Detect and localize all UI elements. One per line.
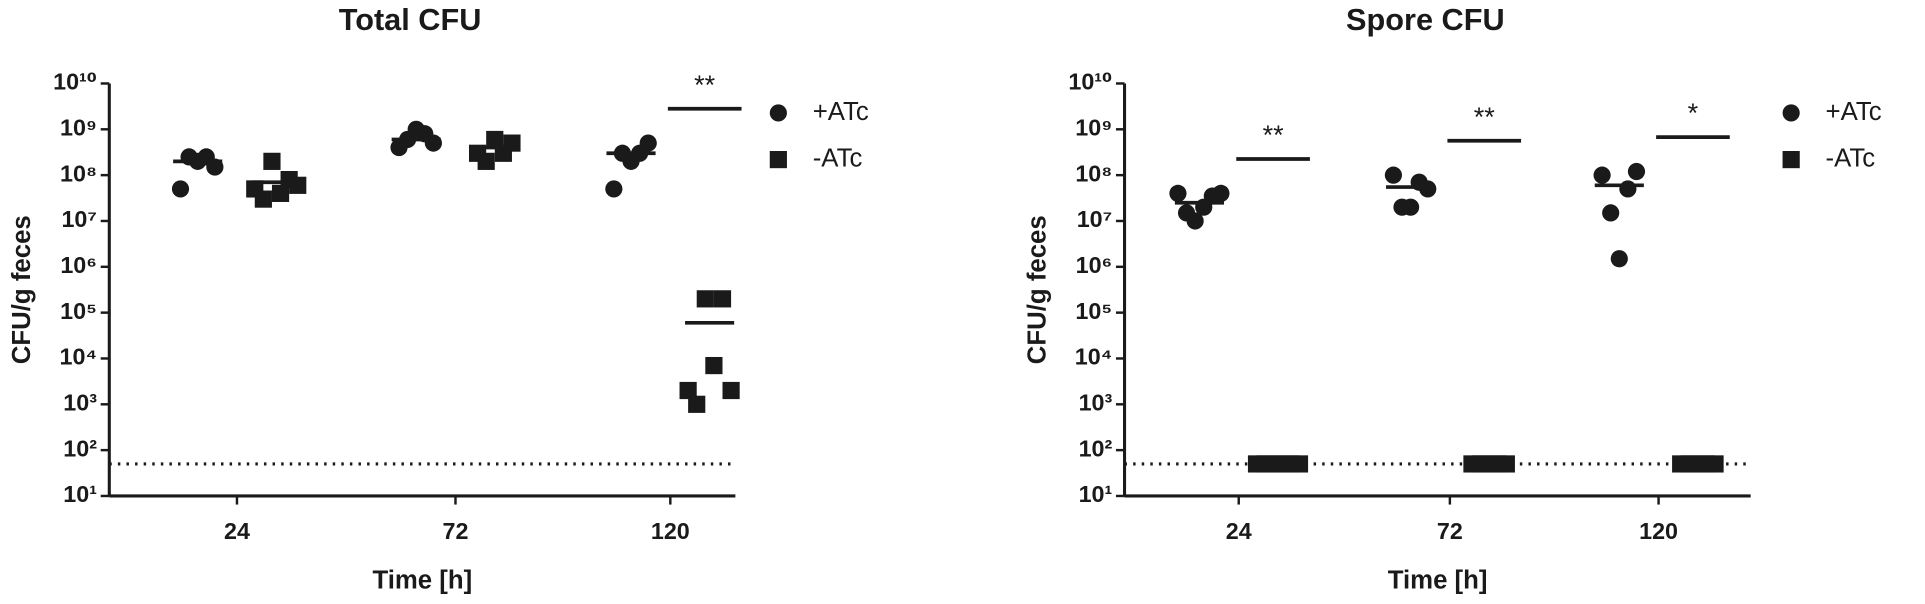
- y-tick-label: 10⁹: [1075, 114, 1112, 140]
- data-point: [1401, 198, 1420, 216]
- y-tick-label: 10⁸: [60, 160, 97, 186]
- chart-title: Total CFU: [339, 2, 482, 37]
- data-point: [486, 130, 504, 149]
- y-tick-label: 10²: [63, 435, 97, 461]
- data-point: [1619, 180, 1637, 198]
- y-tick-label: 10⁷: [1077, 206, 1113, 232]
- y-tick-label: 10¹⁰: [1068, 69, 1112, 95]
- y-tick-label: 10⁷: [61, 206, 97, 232]
- data-point: [639, 134, 657, 152]
- y-tick-label: 10⁶: [60, 252, 97, 278]
- significance-label: **: [1474, 102, 1496, 132]
- y-tick-label: 10⁵: [1075, 298, 1112, 324]
- y-tick-label: 10⁶: [1076, 252, 1113, 278]
- y-axis-title: CFU/g feces: [8, 215, 36, 364]
- data-point: [263, 152, 281, 170]
- significance-label: **: [1263, 120, 1285, 150]
- x-tick-label: 120: [651, 518, 690, 544]
- legend-marker: [1782, 104, 1800, 122]
- legend-label: +ATc: [813, 98, 869, 126]
- data-point: [1627, 162, 1646, 181]
- y-axis-title: CFU/g feces: [1023, 215, 1051, 364]
- y-tick-label: 10³: [1079, 389, 1113, 415]
- y-tick-label: 10⁴: [60, 344, 97, 370]
- x-tick-label: 24: [1226, 518, 1252, 544]
- data-point: [1169, 184, 1187, 202]
- data-point: [679, 381, 697, 400]
- data-point: [605, 180, 623, 198]
- data-point: [705, 356, 723, 375]
- y-tick-label: 10³: [63, 389, 97, 415]
- significance-label: **: [694, 70, 716, 100]
- data-point: [254, 190, 272, 208]
- data-point: [1212, 184, 1230, 202]
- legend-label: +ATc: [1826, 98, 1882, 126]
- y-tick-label: 10⁵: [60, 298, 97, 324]
- y-tick-label: 10¹: [1079, 481, 1113, 507]
- legend-label: -ATc: [813, 144, 863, 172]
- x-axis-title: Time [h]: [372, 567, 472, 595]
- legend-marker: [769, 151, 787, 169]
- data-point: [1602, 204, 1620, 222]
- data-point: [171, 180, 190, 198]
- x-tick-label: 24: [224, 518, 250, 544]
- x-axis-title: Time [h]: [1388, 567, 1488, 595]
- data-point: [696, 290, 714, 308]
- x-tick-label: 72: [1437, 518, 1463, 544]
- data-point: [688, 395, 706, 413]
- y-tick-label: 10¹: [63, 481, 97, 507]
- data-point: [1610, 250, 1628, 268]
- y-tick-label: 10²: [1079, 435, 1113, 461]
- legend-label: -ATc: [1826, 144, 1876, 172]
- y-tick-label: 10¹⁰: [53, 69, 97, 95]
- data-point: [1186, 212, 1204, 230]
- data-point: [271, 184, 290, 202]
- data-point: [424, 134, 442, 152]
- data-point: [289, 176, 307, 194]
- x-tick-label: 72: [443, 518, 469, 544]
- y-tick-label: 10⁸: [1075, 160, 1112, 186]
- legend-marker: [1782, 151, 1800, 169]
- y-tick-label: 10⁴: [1075, 344, 1112, 370]
- chart-title: Spore CFU: [1346, 2, 1505, 37]
- x-tick-label: 120: [1639, 518, 1678, 544]
- data-point: [1593, 166, 1611, 184]
- y-tick-label: 10⁹: [60, 114, 97, 140]
- data-point: [722, 381, 740, 400]
- data-point: [1384, 166, 1402, 184]
- legend-marker: [769, 104, 787, 122]
- significance-label: *: [1688, 98, 1699, 128]
- data-point: [713, 290, 732, 308]
- data-point: [477, 152, 495, 170]
- data-point: [1419, 180, 1437, 198]
